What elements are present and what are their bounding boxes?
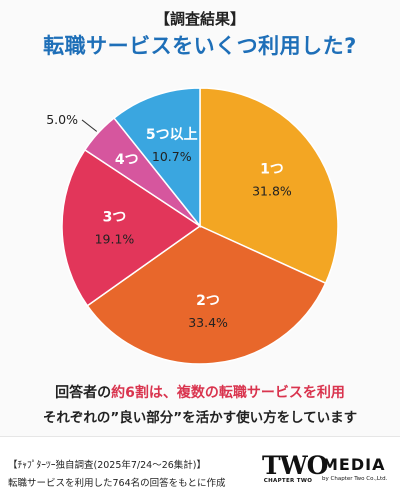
pie-slice-value-5: 10.7% xyxy=(152,149,192,164)
survey-source-note: 【ﾁｬﾌﾟﾀｰﾂｰ独自調査(2025年7/24〜26集計)】 xyxy=(8,460,207,471)
summary-line-1: 回答者の約6割は、複数の転職サービスを利用 xyxy=(0,382,400,402)
pie-leader-line-4 xyxy=(81,119,98,132)
summary-accent: 約6割は、複数の転職サービスを利用 xyxy=(111,385,345,401)
pie-slice-label-2: 2つ xyxy=(196,293,220,309)
chapter-two-logo: TWO CHAPTER TWO xyxy=(262,451,328,484)
pie-slice-3 xyxy=(61,148,202,307)
media-logo: MEDIA by Chapter Two Co.,Ltd. xyxy=(322,455,388,483)
pie-slice-label-3: 3つ xyxy=(103,209,127,225)
summary-prefix: 回答者の xyxy=(55,385,112,401)
pie-slice-5 xyxy=(113,87,201,229)
pie-slice-value-1: 31.8% xyxy=(252,184,292,199)
survey-result-tag: 【調査結果】 xyxy=(154,10,245,28)
pie-slice-value-4: 5.0% xyxy=(46,112,78,127)
pie-slice-label-1: 1つ xyxy=(260,162,284,178)
logo-media-wordmark: MEDIA xyxy=(322,455,386,474)
logo-two-caption: CHAPTER TWO xyxy=(263,478,313,484)
summary-line-2: それぞれの”良い部分”を活かす使い方をしています xyxy=(42,410,358,426)
survey-method-note: 転職サービスを利用した764名の回答をもとに作成 xyxy=(8,478,226,489)
footer: 【ﾁｬﾌﾟﾀｰﾂｰ独自調査(2025年7/24〜26集計)】 転職サービスを利用… xyxy=(0,436,400,501)
pie-chart: 1つ 31.8% 2つ 33.4% 3つ 19.1% 4つ 5.0% 5つ以上 10.7% xyxy=(46,87,339,365)
pie-slice-value-3: 19.1% xyxy=(95,231,135,246)
logo-media-caption: by Chapter Two Co.,Ltd. xyxy=(322,476,388,482)
infographic-card: 【調査結果】 転職サービスをいくつ利用した? 1つ 31.8% 2つ 33.4% 3つ 1… xyxy=(0,10,400,426)
pie-slice-2 xyxy=(86,225,327,365)
pie-slice-value-2: 33.4% xyxy=(188,315,228,330)
pie-slice-1 xyxy=(199,87,339,285)
pie-slice-label-5: 5つ以上 xyxy=(146,127,198,143)
chart-title: 転職サービスをいくつ利用した? xyxy=(43,34,357,58)
pie-slice-label-4: 4つ xyxy=(115,152,139,168)
logo-two-wordmark: TWO xyxy=(262,451,328,480)
